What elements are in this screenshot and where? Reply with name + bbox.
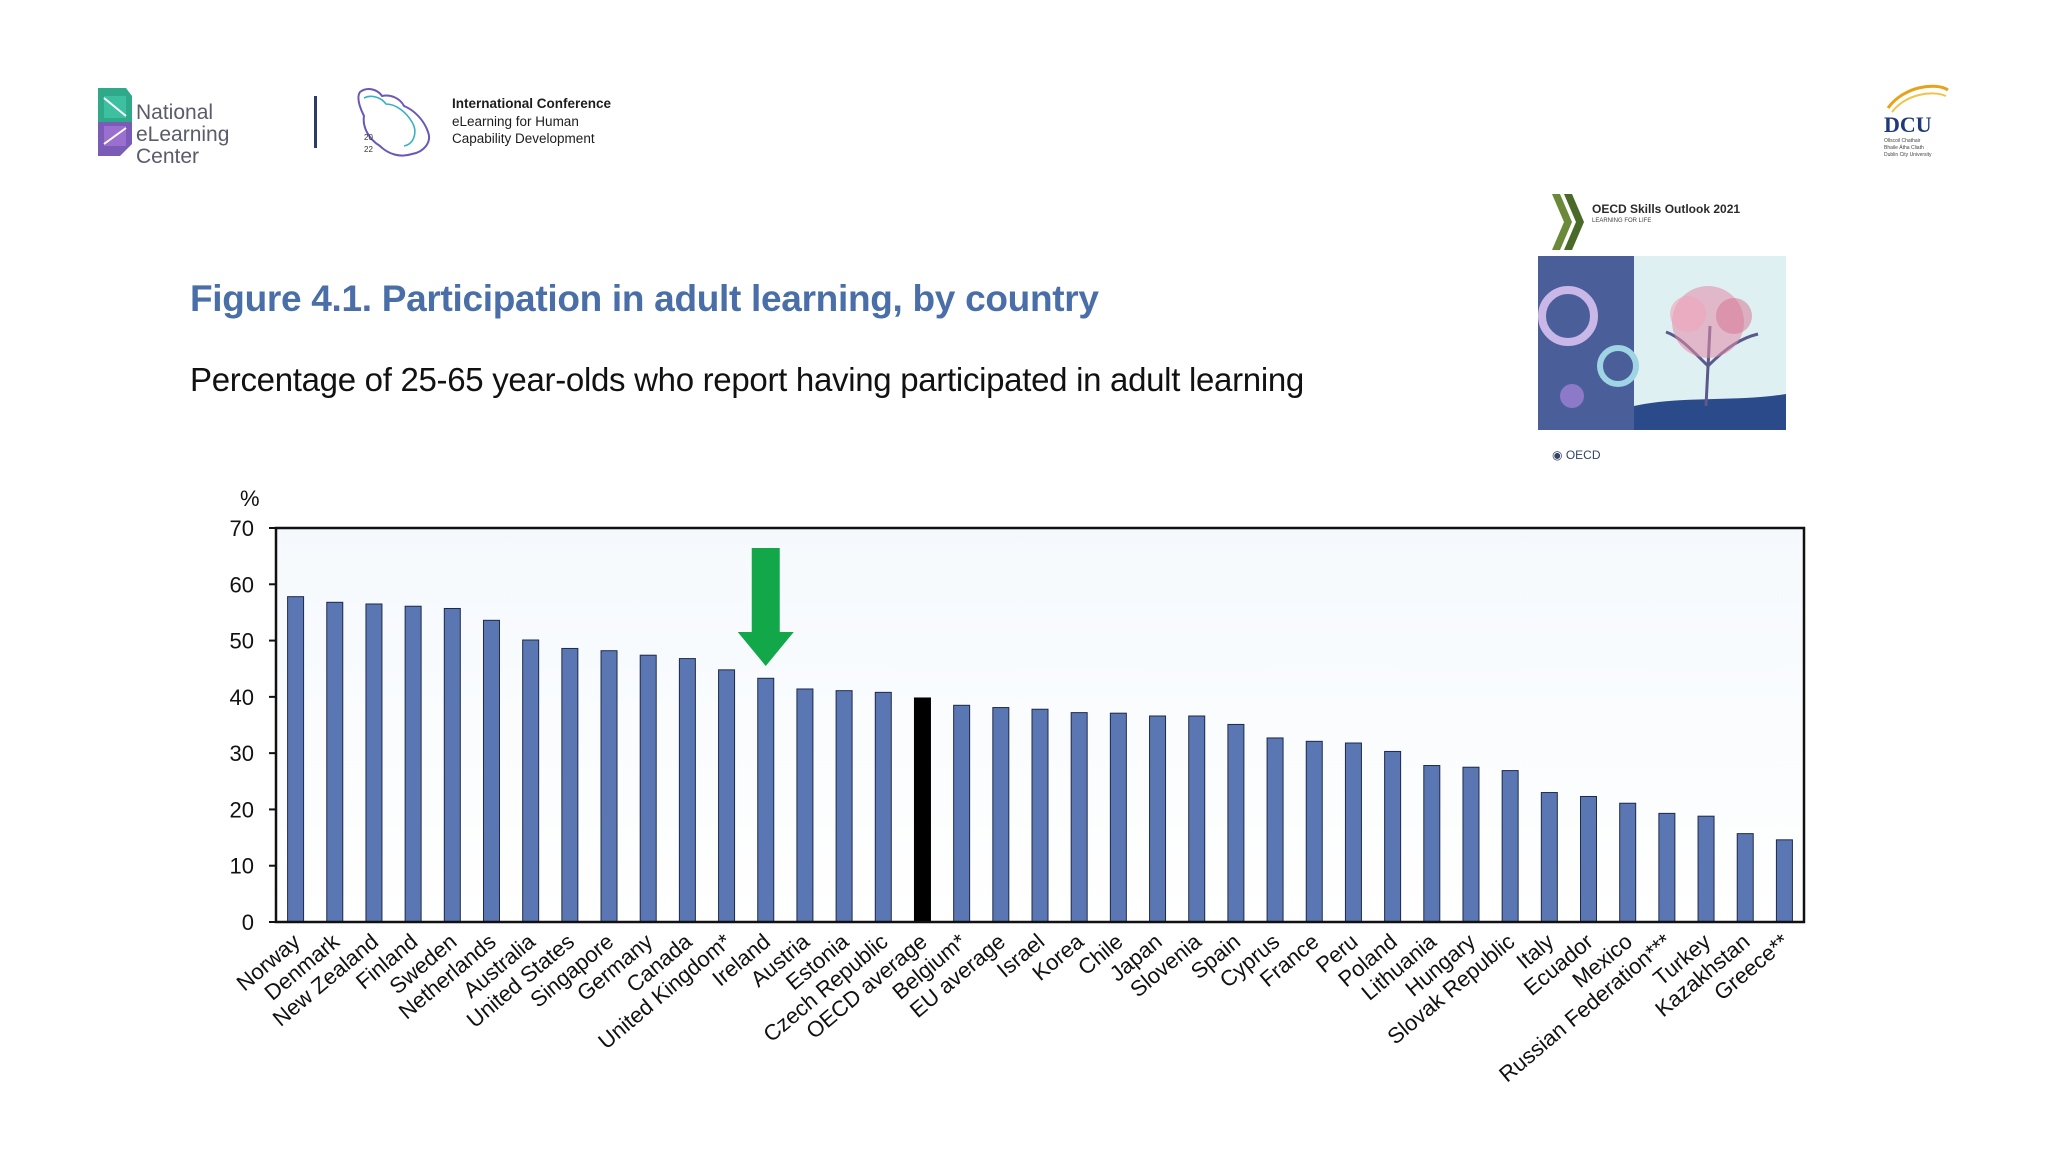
bar-oecd-average bbox=[913, 697, 931, 923]
header-divider bbox=[314, 96, 317, 148]
bar bbox=[639, 654, 657, 923]
bar bbox=[835, 690, 853, 923]
figure-subtitle: Percentage of 25-65 year-olds who report… bbox=[190, 361, 1304, 398]
bar bbox=[1070, 712, 1088, 923]
bar bbox=[1619, 802, 1637, 923]
bar bbox=[1540, 792, 1558, 923]
dcu-abbr: DCU bbox=[1884, 112, 1932, 137]
bar bbox=[443, 607, 461, 923]
y-tick-label: 20 bbox=[230, 797, 254, 822]
bar bbox=[522, 639, 540, 923]
bar bbox=[1423, 765, 1441, 923]
conference-line3: Capability Development bbox=[452, 131, 595, 146]
oecd-report-cover: OECD Skills Outlook 2021 LEARNING FOR LI… bbox=[1538, 194, 1786, 464]
dcu-line2: Bhaile Átha Cliath bbox=[1884, 144, 1924, 151]
oecd-cover-title: OECD Skills Outlook 2021 bbox=[1592, 202, 1741, 216]
bar bbox=[482, 619, 500, 923]
bar bbox=[1697, 815, 1715, 923]
bar bbox=[1580, 795, 1598, 923]
dcu-line3: Dublin City University bbox=[1884, 152, 1932, 158]
bar bbox=[1775, 839, 1793, 923]
bar bbox=[1501, 770, 1519, 923]
bar bbox=[1031, 708, 1049, 923]
bar bbox=[561, 647, 579, 923]
conference-year-bottom: 22 bbox=[364, 145, 373, 154]
bar bbox=[718, 669, 736, 923]
figure-title: Figure 4.1. Participation in adult learn… bbox=[190, 278, 1099, 319]
bar bbox=[1462, 766, 1480, 923]
bar bbox=[1658, 812, 1676, 923]
conference-line1: International Conference bbox=[452, 96, 612, 111]
bar bbox=[796, 688, 814, 923]
bar bbox=[326, 601, 344, 923]
bar bbox=[365, 603, 383, 923]
y-axis-label: % bbox=[240, 486, 260, 511]
conference-text: International Conference eLearning for H… bbox=[452, 95, 611, 148]
nelc-name-line2: eLearning Center bbox=[136, 123, 230, 168]
bar bbox=[404, 605, 422, 923]
oecd-publisher-label: ◉ OECD bbox=[1552, 448, 1601, 462]
y-tick-label: 50 bbox=[230, 629, 254, 654]
y-tick-label: 70 bbox=[230, 516, 254, 541]
oecd-chevrons-icon bbox=[1552, 194, 1584, 250]
dcu-logo: DCU Ollscoil Chathair Bhaile Átha Cliath… bbox=[1884, 84, 1949, 158]
bar bbox=[1266, 737, 1284, 923]
conference-line2: eLearning for Human bbox=[452, 113, 579, 129]
bar bbox=[757, 677, 775, 923]
nelc-name-line1: National bbox=[136, 101, 214, 124]
bar bbox=[874, 691, 892, 923]
bar bbox=[1305, 740, 1323, 923]
conference-year-top: 20 bbox=[364, 133, 373, 142]
y-tick-label: 10 bbox=[230, 854, 254, 879]
bar bbox=[1736, 833, 1754, 923]
bar bbox=[1344, 742, 1362, 923]
bar bbox=[1149, 715, 1167, 923]
bar bbox=[1109, 712, 1127, 923]
oecd-cover-subtitle: LEARNING FOR LIFE bbox=[1592, 218, 1652, 224]
bar bbox=[1188, 715, 1206, 923]
y-tick-label: 40 bbox=[230, 685, 254, 710]
bar bbox=[678, 658, 696, 923]
nelc-emblem-icon bbox=[98, 88, 132, 156]
conference-map-icon: 20 22 bbox=[357, 88, 430, 157]
bar bbox=[1227, 723, 1245, 923]
bar bbox=[287, 596, 305, 923]
oecd-globe-icon: ◉ bbox=[1552, 448, 1563, 462]
y-tick-label: 0 bbox=[242, 910, 254, 935]
bar bbox=[600, 650, 618, 923]
arrow-down-icon bbox=[737, 548, 794, 666]
y-tick-label: 60 bbox=[230, 572, 254, 597]
bar bbox=[1384, 750, 1402, 923]
plot-frame bbox=[274, 526, 1806, 924]
bar bbox=[992, 707, 1010, 923]
oecd-publisher-text: OECD bbox=[1565, 448, 1601, 462]
bar bbox=[953, 704, 971, 923]
y-tick-label: 30 bbox=[230, 741, 254, 766]
oecd-cover-artwork bbox=[1538, 256, 1786, 430]
dcu-line1: Ollscoil Chathair bbox=[1884, 138, 1921, 144]
nelc-logo: National eLearning Center bbox=[98, 88, 298, 168]
